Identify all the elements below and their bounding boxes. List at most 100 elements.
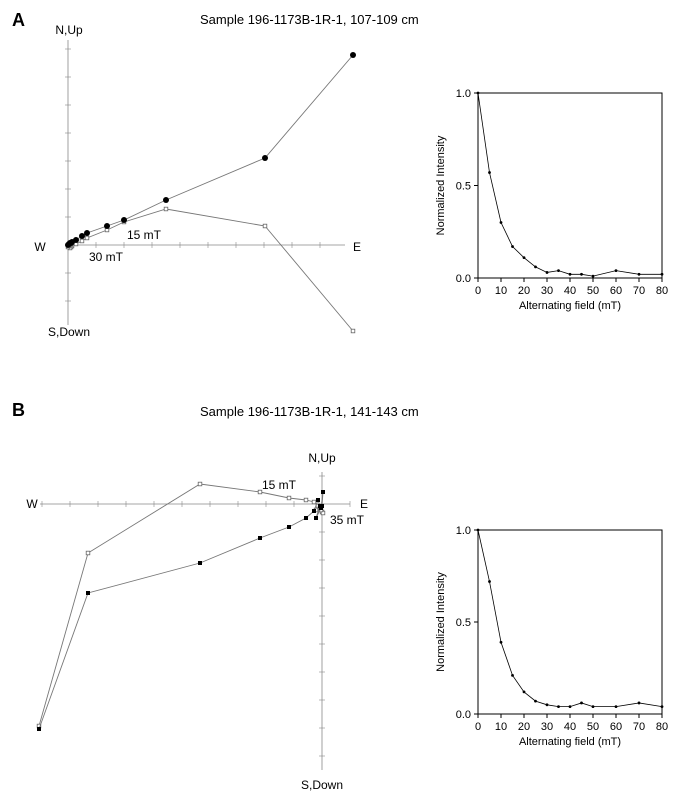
zij-vertical-projection-point [303,497,309,503]
zij-vertical-projection-point [197,481,203,487]
zij-horizontal-projection-point [312,509,316,513]
decay-point [568,705,572,709]
decay-point [534,265,537,269]
decay-point [614,269,618,272]
zij-horizontal-projection-point [104,223,110,229]
decay-x-tick-label: 20 [518,285,530,297]
decay-y-tick-label: 0.0 [456,273,471,285]
decay-y-tick-label: 0.5 [456,181,471,193]
zij-horizontal-projection-point [163,197,169,203]
zij-horizontal-projection-point [121,217,127,223]
decay-plot-frame [477,529,663,715]
decay-x-tick-label: 70 [633,721,645,733]
decay-series-line [477,529,663,708]
zij-step-annotation: 35 mT [330,513,365,527]
zij-vertical-projection-point [350,328,356,334]
zij-north-label: N,Up [308,451,336,465]
decay-point [591,705,595,709]
decay-y-axis-label: Normalized Intensity [435,572,447,672]
decay-point [580,701,583,705]
decay-x-tick-label: 10 [495,285,507,297]
decay-x-tick-label: 30 [541,285,553,297]
panel-b-title: Sample 196-1173B-1R-1, 141-143 cm [200,404,419,419]
zij-south-label: S,Down [301,778,343,792]
zij-horizontal-projection-point [287,525,291,529]
decay-x-tick-label: 0 [475,285,481,297]
decay-point [488,580,491,583]
zij-east-label: E [353,240,361,254]
decay-y-tick-label: 1.0 [456,525,471,537]
decay-point [522,256,526,260]
decay-x-axis-label: Alternating field (mT) [519,736,621,748]
decay-x-tick-label: 50 [587,721,599,733]
zij-horizontal-projection-point [319,506,323,510]
decay-x-tick-label: 60 [610,721,622,733]
zij-horizontal-projection-point [198,561,202,565]
zij-step-annotation: 15 mT [262,478,297,492]
decay-point [557,705,560,709]
decay-point [568,272,572,276]
decay-point [545,271,549,274]
zij-step-annotation: 30 mT [89,250,124,264]
zij-north-label: N,Up [55,23,83,37]
decay-x-tick-label: 70 [633,285,645,297]
zij-horizontal-projection-point [86,591,90,595]
decay-point [637,701,641,705]
decay-x-tick-label: 50 [587,285,599,297]
zij-south-label: S,Down [48,325,90,339]
decay-point [488,171,491,174]
decay-point [557,269,560,272]
decay-point [545,703,549,707]
panel-a-label: A [12,10,25,30]
decay-point [499,640,503,644]
zij-horizontal-projection-point [304,516,308,520]
panel-b-label: B [12,400,25,420]
zij-vertical-projection-point [85,550,91,556]
zij-horizontal-projection-point [65,242,71,248]
zij-horizontal-projection-point [321,490,325,494]
decay-point [637,272,641,276]
decay-point [591,274,595,278]
zij-horizontal-projection-point [79,233,85,239]
decay-y-tick-label: 0.0 [456,709,471,721]
zij-horizontal-projection-point [258,536,262,540]
decay-x-tick-label: 10 [495,721,507,733]
decay-point [522,690,526,694]
decay-point [660,705,664,709]
decay-point [476,528,480,532]
panel-a-title: Sample 196-1173B-1R-1, 107-109 cm [200,12,419,27]
zij-vertical-projection-point [262,223,268,229]
zij-horizontal-projection-point [262,155,268,161]
decay-x-tick-label: 80 [656,285,668,297]
zij-vertical-projection-point [257,489,263,495]
zij-vertical-projection-point [311,499,317,505]
decay-x-tick-label: 30 [541,721,553,733]
zij-horizontal-projection-point [350,52,356,58]
decay-point [511,245,514,248]
decay-point [534,699,537,703]
zij-horizontal-projection-point [316,498,320,502]
decay-y-tick-label: 0.5 [456,617,471,629]
decay-x-tick-label: 20 [518,721,530,733]
zij-west-label: W [26,497,38,511]
decay-point [660,272,664,276]
zij-west-label: W [34,240,46,254]
decay-x-axis-label: Alternating field (mT) [519,300,621,312]
zij-east-label: E [360,497,368,511]
decay-point [580,272,583,276]
decay-point [476,91,480,95]
zij-horizontal-projection-point [37,727,41,731]
decay-y-tick-label: 1.0 [456,88,471,100]
decay-point [614,705,618,709]
zij-vertical-projection-point [84,235,90,241]
zij-vertical-projection-point [79,238,85,244]
decay-x-tick-label: 40 [564,721,576,733]
zij-vertical-projection-point [163,206,169,212]
decay-x-tick-label: 0 [475,721,481,733]
zij-horizontal-projection-point [314,516,318,520]
decay-y-axis-label: Normalized Intensity [435,135,447,235]
